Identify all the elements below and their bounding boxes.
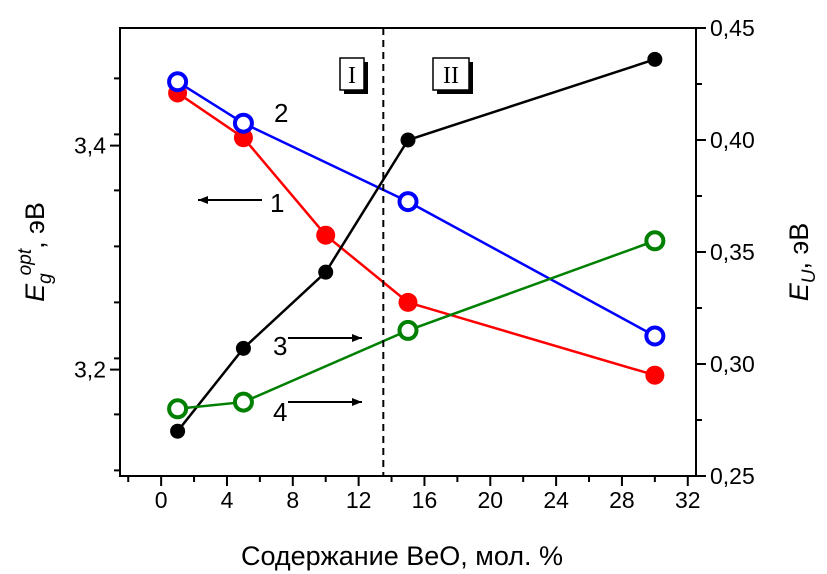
region-label: I [348, 63, 356, 89]
plot-frame [119, 27, 697, 477]
data-point-1 [398, 292, 418, 312]
x-tick-label: 28 [609, 487, 635, 513]
data-point-1 [316, 225, 336, 245]
y-left-tick-label: 3,4 [74, 133, 106, 159]
data-point-2 [232, 112, 254, 134]
x-tick-label: 24 [543, 487, 569, 513]
curve-label-4: 4 [273, 397, 287, 427]
data-point-2 [644, 325, 666, 347]
data-point-4 [167, 398, 189, 420]
data-point-3 [318, 264, 334, 280]
x-tick-label: 12 [346, 487, 372, 513]
data-point-2 [167, 71, 189, 93]
y-right-tick-label: 0,25 [710, 463, 755, 489]
data-point-1 [233, 128, 253, 148]
data-point-3 [170, 423, 186, 439]
y-right-unit: , эВ [784, 223, 814, 270]
y-right-symbol: E [784, 282, 814, 301]
y-right-tick-label: 0,35 [710, 239, 755, 265]
curve-label-1: 1 [270, 188, 284, 218]
y-right-tick-label: 0,30 [710, 351, 755, 377]
data-point-3 [647, 51, 663, 67]
y-left-subscript: g [35, 273, 56, 284]
data-point-2 [397, 191, 419, 213]
axis-arrowhead-4 [352, 398, 362, 406]
curve-label-2: 2 [274, 98, 288, 128]
data-point-3 [400, 132, 416, 148]
x-tick-label: 4 [221, 487, 234, 513]
y-left-axis-label: Egopt, эВ [15, 202, 56, 302]
x-tick-label: 16 [412, 487, 438, 513]
x-axis-label: Содержание BeO, мол. % [241, 541, 563, 571]
x-tick-label: 20 [477, 487, 503, 513]
region-box [339, 57, 365, 91]
data-point-4 [232, 391, 254, 413]
y-left-unit: , эВ [20, 202, 50, 249]
x-tick-label: 0 [155, 487, 168, 513]
y-left-symbol: E [20, 283, 50, 302]
axis-arrowhead-1 [198, 196, 208, 204]
y-left-tick-label: 3,2 [74, 357, 106, 383]
series-line-2 [176, 80, 656, 338]
y-right-tick-label: 0,40 [710, 127, 755, 153]
curve-label-3: 3 [273, 331, 287, 361]
data-point-1 [645, 365, 665, 385]
data-point-4 [397, 319, 419, 341]
axis-arrowhead-3 [352, 334, 362, 342]
y-left-superscript: opt [15, 248, 36, 275]
y-right-axis-label: EU, эВ [784, 223, 820, 302]
data-point-4 [644, 230, 666, 252]
region-label: II [443, 63, 459, 89]
series-line-4 [177, 239, 656, 411]
data-point-3 [235, 340, 251, 356]
x-tick-label: 8 [286, 487, 299, 513]
x-tick-label: 32 [675, 487, 701, 513]
y-right-subscript: U [799, 269, 820, 283]
y-right-tick-label: 0,45 [710, 15, 755, 41]
region-box [432, 57, 470, 91]
